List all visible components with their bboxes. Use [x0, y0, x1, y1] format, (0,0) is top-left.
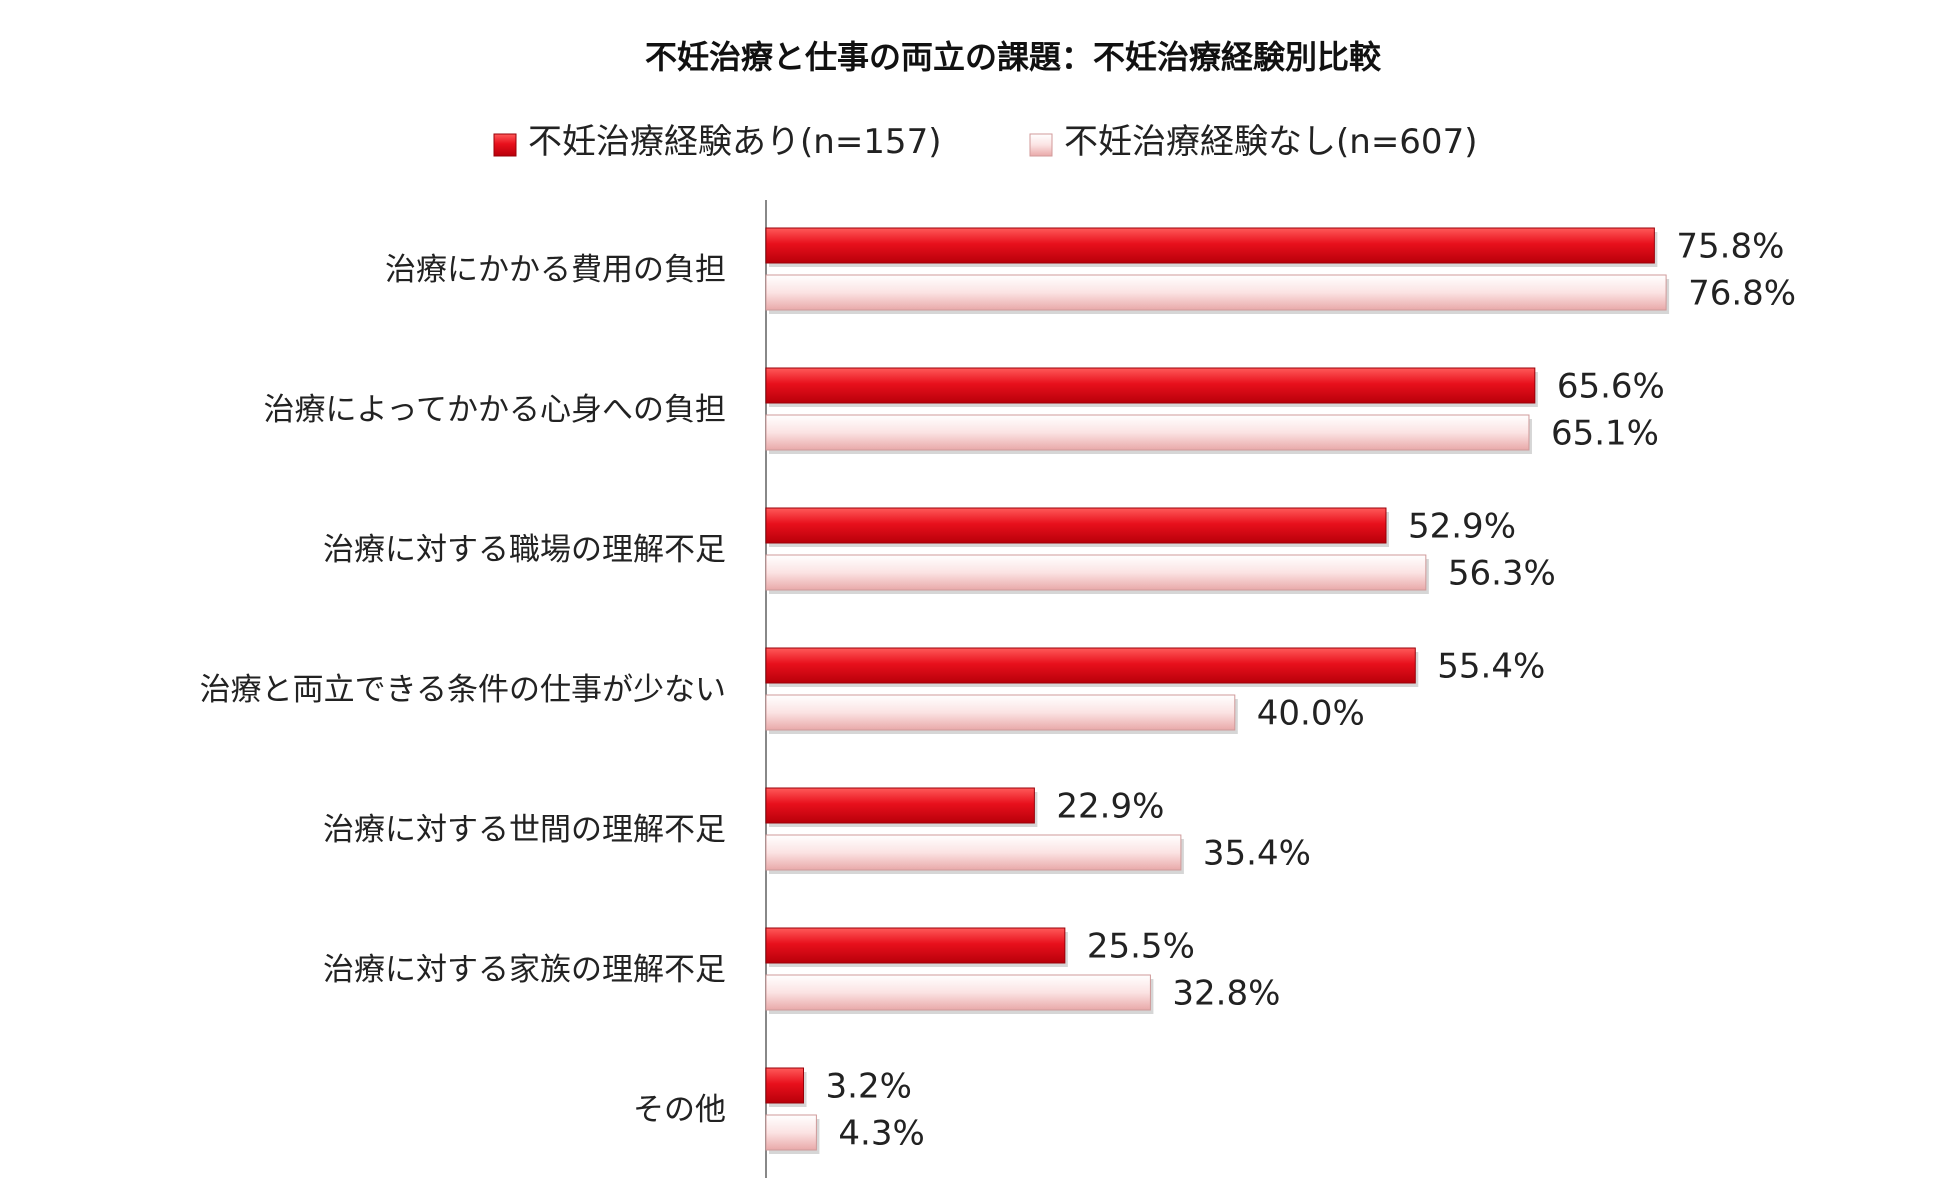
value-label-with-experience: 52.9%: [1408, 507, 1516, 547]
legend-label-with-experience: 不妊治療経験あり(n=157): [528, 122, 941, 162]
category-label: 治療に対する家族の理解不足: [323, 952, 726, 988]
category-label: 治療に対する世間の理解不足: [323, 812, 726, 848]
category-label: 治療と両立できる条件の仕事が少ない: [200, 672, 726, 708]
bar-with-experience: [765, 227, 1655, 264]
bar-without-experience: [765, 694, 1236, 731]
bar-without-experience: [765, 1114, 817, 1151]
bar-with-experience: [765, 367, 1536, 404]
value-label-with-experience: 25.5%: [1087, 927, 1195, 967]
legend: 不妊治療経験あり(n=157) 不妊治療経験なし(n=607): [493, 122, 1477, 162]
bar-with-experience: [765, 507, 1387, 544]
category-labels: 治療にかかる費用の負担治療によってかかる心身への負担治療に対する職場の理解不足治…: [200, 252, 726, 1128]
category-label: 治療にかかる費用の負担: [385, 252, 726, 288]
value-label-with-experience: 75.8%: [1676, 227, 1784, 267]
value-label-with-experience: 65.6%: [1557, 367, 1665, 407]
legend-swatch-without-experience: [1029, 133, 1053, 157]
value-label-with-experience: 3.2%: [826, 1067, 912, 1107]
value-label-without-experience: 65.1%: [1551, 414, 1659, 454]
category-label: 治療に対する職場の理解不足: [323, 532, 726, 568]
legend-swatch-with-experience: [493, 133, 517, 157]
value-label-with-experience: 22.9%: [1056, 787, 1164, 827]
legend-label-without-experience: 不妊治療経験なし(n=607): [1064, 122, 1477, 162]
value-label-without-experience: 4.3%: [838, 1114, 924, 1154]
value-label-without-experience: 35.4%: [1203, 834, 1311, 874]
value-label-without-experience: 76.8%: [1688, 274, 1796, 314]
bar-with-experience: [765, 787, 1035, 824]
bar-with-experience: [765, 1067, 805, 1104]
value-label-with-experience: 55.4%: [1437, 647, 1545, 687]
value-label-without-experience: 40.0%: [1257, 694, 1365, 734]
chart-title: 不妊治療と仕事の両立の課題：不妊治療経験別比較: [645, 38, 1382, 76]
bar-without-experience: [765, 274, 1667, 311]
category-label: その他: [633, 1092, 726, 1128]
bar-without-experience: [765, 834, 1182, 871]
bar-with-experience: [765, 927, 1066, 964]
bar-with-experience: [765, 647, 1416, 684]
bar-without-experience: [765, 414, 1530, 451]
value-labels: 75.8% 76.8% 65.6% 65.1% 52.9% 56.3% 55.4% 40.0%…: [826, 227, 1797, 1154]
bars-group: [765, 227, 1670, 1154]
bar-without-experience: [765, 554, 1427, 591]
bar-without-experience: [765, 974, 1151, 1011]
value-label-without-experience: 56.3%: [1448, 554, 1556, 594]
value-label-without-experience: 32.8%: [1172, 974, 1280, 1014]
category-label: 治療によってかかる心身への負担: [263, 392, 726, 428]
